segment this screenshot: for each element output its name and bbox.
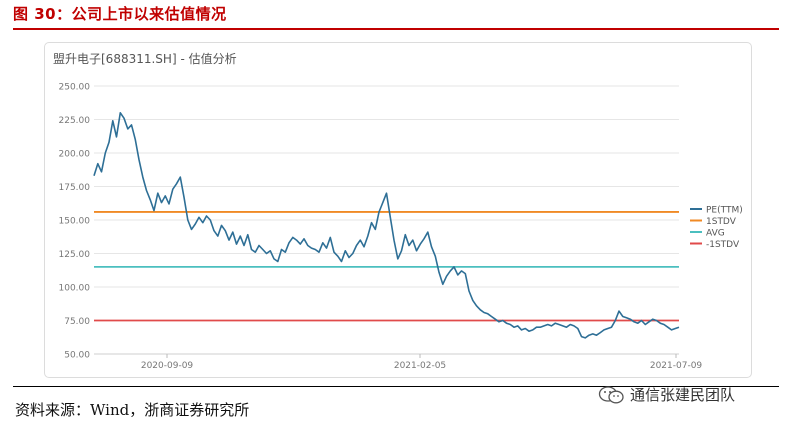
y-tick-label: 125.00 xyxy=(59,250,91,260)
legend-label: -1STDV xyxy=(706,240,740,250)
series-line-pe-ttm xyxy=(93,112,680,339)
watermark-text: 通信张建民团队 xyxy=(630,386,736,404)
y-tick-label: 50.00 xyxy=(64,351,90,361)
x-tick-label: 2020-09-09 xyxy=(141,361,194,371)
watermark: 通信张建民团队 xyxy=(598,384,735,405)
footer-rule xyxy=(13,386,779,387)
y-tick-label: 75.00 xyxy=(64,317,90,327)
y-tick-label: 175.00 xyxy=(59,183,91,193)
title-rule xyxy=(13,28,779,30)
legend-label: 1STDV xyxy=(706,217,737,227)
y-tick-label: 200.00 xyxy=(59,150,91,160)
y-tick-label: 225.00 xyxy=(59,116,91,126)
legend-label: PE(TTM) xyxy=(706,206,743,216)
x-tick-label: 2021-07-09 xyxy=(650,361,703,371)
wechat-icon xyxy=(598,385,624,403)
y-tick-label: 100.00 xyxy=(59,284,91,294)
source-note: 资料来源：Wind，浙商证券研究所 xyxy=(15,401,250,419)
legend-label: AVG xyxy=(706,229,725,239)
chart-title: 盟升电子[688311.SH] - 估值分析 xyxy=(53,52,237,66)
y-tick-label: 150.00 xyxy=(59,217,91,227)
figure-title: 图 30：公司上市以来估值情况 xyxy=(13,5,227,23)
y-tick-label: 250.00 xyxy=(59,83,91,93)
x-tick-label: 2021-02-05 xyxy=(394,361,446,371)
